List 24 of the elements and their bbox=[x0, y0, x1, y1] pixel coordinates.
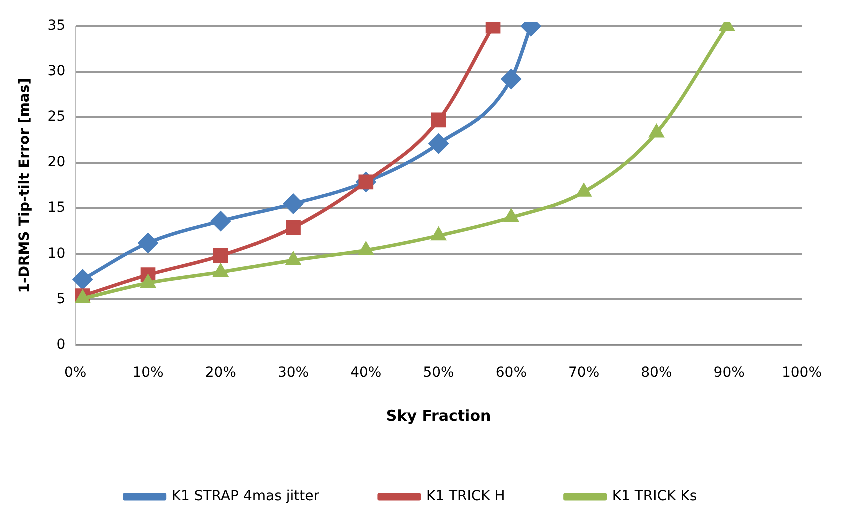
x-tick-label: 90% bbox=[714, 365, 745, 382]
y-tick-label: 35 bbox=[48, 18, 66, 34]
y-tick-label: 15 bbox=[48, 200, 66, 216]
y-tick-label: 20 bbox=[48, 154, 66, 171]
y-tick-label: 0 bbox=[56, 336, 66, 353]
x-tick-label: 60% bbox=[496, 365, 527, 382]
x-tick-label: 0% bbox=[64, 365, 87, 382]
y-axis-title: 1-DRMS Tip-tilt Error [mas] bbox=[17, 78, 34, 294]
x-tick-label: 70% bbox=[568, 365, 600, 382]
y-tick-label: 30 bbox=[48, 64, 66, 80]
legend-label: K1 TRICK H bbox=[426, 488, 506, 505]
x-tick-label: 40% bbox=[350, 365, 382, 382]
x-tick-label: 30% bbox=[278, 365, 310, 382]
x-tick-label: 20% bbox=[205, 365, 236, 382]
legend-label: K1 TRICK Ks bbox=[612, 488, 698, 505]
y-tick-label: 25 bbox=[48, 109, 66, 126]
x-tick-label: 50% bbox=[423, 365, 454, 382]
x-tick-label: 100% bbox=[782, 365, 822, 382]
y-tick-label: 5 bbox=[56, 291, 66, 308]
y-tick-label: 10 bbox=[48, 246, 66, 262]
x-tick-label: 10% bbox=[132, 365, 164, 382]
x-axis-title: Sky Fraction bbox=[386, 406, 492, 425]
x-tick-label: 80% bbox=[641, 365, 672, 382]
legend-label: K1 STRAP 4mas jitter bbox=[172, 488, 320, 505]
